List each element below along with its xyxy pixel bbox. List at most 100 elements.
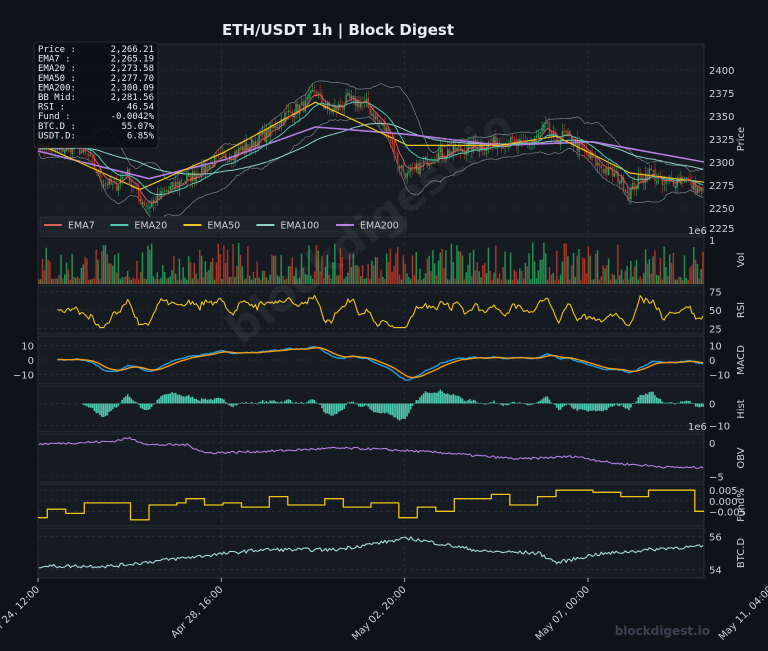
candle-body (184, 181, 186, 183)
volume-bar (93, 278, 96, 284)
volume-bar (500, 279, 503, 284)
candle-body (350, 95, 353, 100)
legend: EMA7 EMA20 EMA50 EMA100 EMA200 (39, 216, 407, 233)
hist-bar (236, 403, 238, 406)
candle-body (295, 104, 297, 114)
hist-bar (397, 403, 399, 420)
candle-body (186, 175, 188, 182)
candle-body (578, 141, 580, 153)
volume-bar (258, 277, 260, 284)
volume-bar (650, 273, 652, 284)
candle-body (650, 168, 653, 171)
volume-bar (546, 279, 549, 284)
legend-entry: EMA20 (134, 221, 167, 232)
candle-body (404, 172, 406, 180)
volume-bar (141, 252, 144, 284)
hist-bar (119, 402, 122, 404)
candle-body (502, 147, 505, 149)
candle-body (363, 100, 366, 103)
hist-bar (171, 392, 173, 404)
volume-bar (663, 246, 665, 284)
candle-body (78, 143, 81, 155)
volume-bar (75, 277, 77, 284)
hist-bar (339, 403, 342, 411)
volume-bar (657, 275, 660, 284)
candle-body (702, 189, 704, 192)
hist-bar (665, 402, 667, 404)
hist-bar (317, 403, 320, 404)
candle-body (356, 100, 358, 107)
candle-body (580, 142, 582, 146)
candle-body (106, 183, 109, 187)
volume-bar (589, 255, 591, 284)
ema20-line (38, 101, 704, 196)
hist-bar (260, 401, 262, 404)
volume-bar (91, 278, 94, 284)
volume-bar (607, 258, 610, 284)
candle-body (95, 168, 98, 173)
hist-bar (189, 397, 192, 404)
rsi-line (57, 294, 704, 329)
volume-bar (202, 277, 205, 284)
hist-bar (232, 403, 234, 408)
hist-bar (620, 403, 623, 405)
hist-bar (646, 394, 649, 404)
volume-bar (545, 253, 547, 284)
candle-body (620, 176, 623, 183)
macd-signal-line (57, 347, 704, 379)
candle-body (213, 155, 216, 167)
y-tick-label: 2300 (709, 158, 734, 169)
y-tick-label: 2275 (709, 181, 734, 192)
volume-bar (143, 278, 146, 284)
candle-body (226, 160, 229, 163)
volume-bar (332, 262, 334, 284)
volume-bar (261, 270, 264, 284)
candle-body (461, 150, 464, 152)
volume-bar (535, 277, 538, 284)
hist-bar (167, 394, 170, 404)
hist-bar (631, 403, 634, 405)
hist-bar (693, 403, 695, 404)
volume-bar (230, 276, 232, 284)
hist-bar (291, 402, 294, 404)
volume-bar (628, 279, 630, 284)
candle-body (200, 163, 203, 178)
hist-bar (384, 403, 386, 414)
candle-body (167, 190, 170, 194)
candle-body (596, 161, 599, 166)
candle-body (471, 141, 473, 152)
candle-body (254, 141, 257, 148)
candle-body (587, 153, 590, 158)
volume-bar (367, 264, 369, 284)
hist-bar (506, 403, 508, 406)
ema50-line (37, 101, 705, 191)
y-tick-label: 10 (709, 341, 722, 352)
candle-body (384, 121, 386, 131)
info-label: EMA200: (38, 83, 76, 93)
volume-bar (624, 270, 627, 284)
hist-bar (469, 398, 471, 404)
legend-frame (39, 216, 407, 233)
volume-bar (676, 279, 678, 284)
volume-bar (371, 260, 373, 284)
hist-bar (250, 401, 253, 404)
hist-bar (578, 403, 580, 410)
volume-bar (517, 279, 519, 284)
volume-bar (149, 249, 151, 284)
candle-body (681, 177, 684, 181)
candle-body (419, 163, 421, 175)
volume-bar (300, 253, 303, 284)
volume-bar (260, 279, 262, 284)
legend-entry: EMA200 (360, 221, 399, 232)
candle-body (280, 118, 283, 126)
hist-bar (465, 401, 468, 404)
volume-bar (169, 276, 171, 284)
volume-bar (112, 265, 114, 284)
candle-body (385, 127, 388, 133)
volume-bar (439, 252, 442, 284)
volume-bar (213, 279, 216, 284)
volume-bar (348, 254, 351, 284)
candle-body (602, 169, 604, 173)
volume-bar (345, 276, 347, 284)
volume-bar (587, 246, 590, 284)
